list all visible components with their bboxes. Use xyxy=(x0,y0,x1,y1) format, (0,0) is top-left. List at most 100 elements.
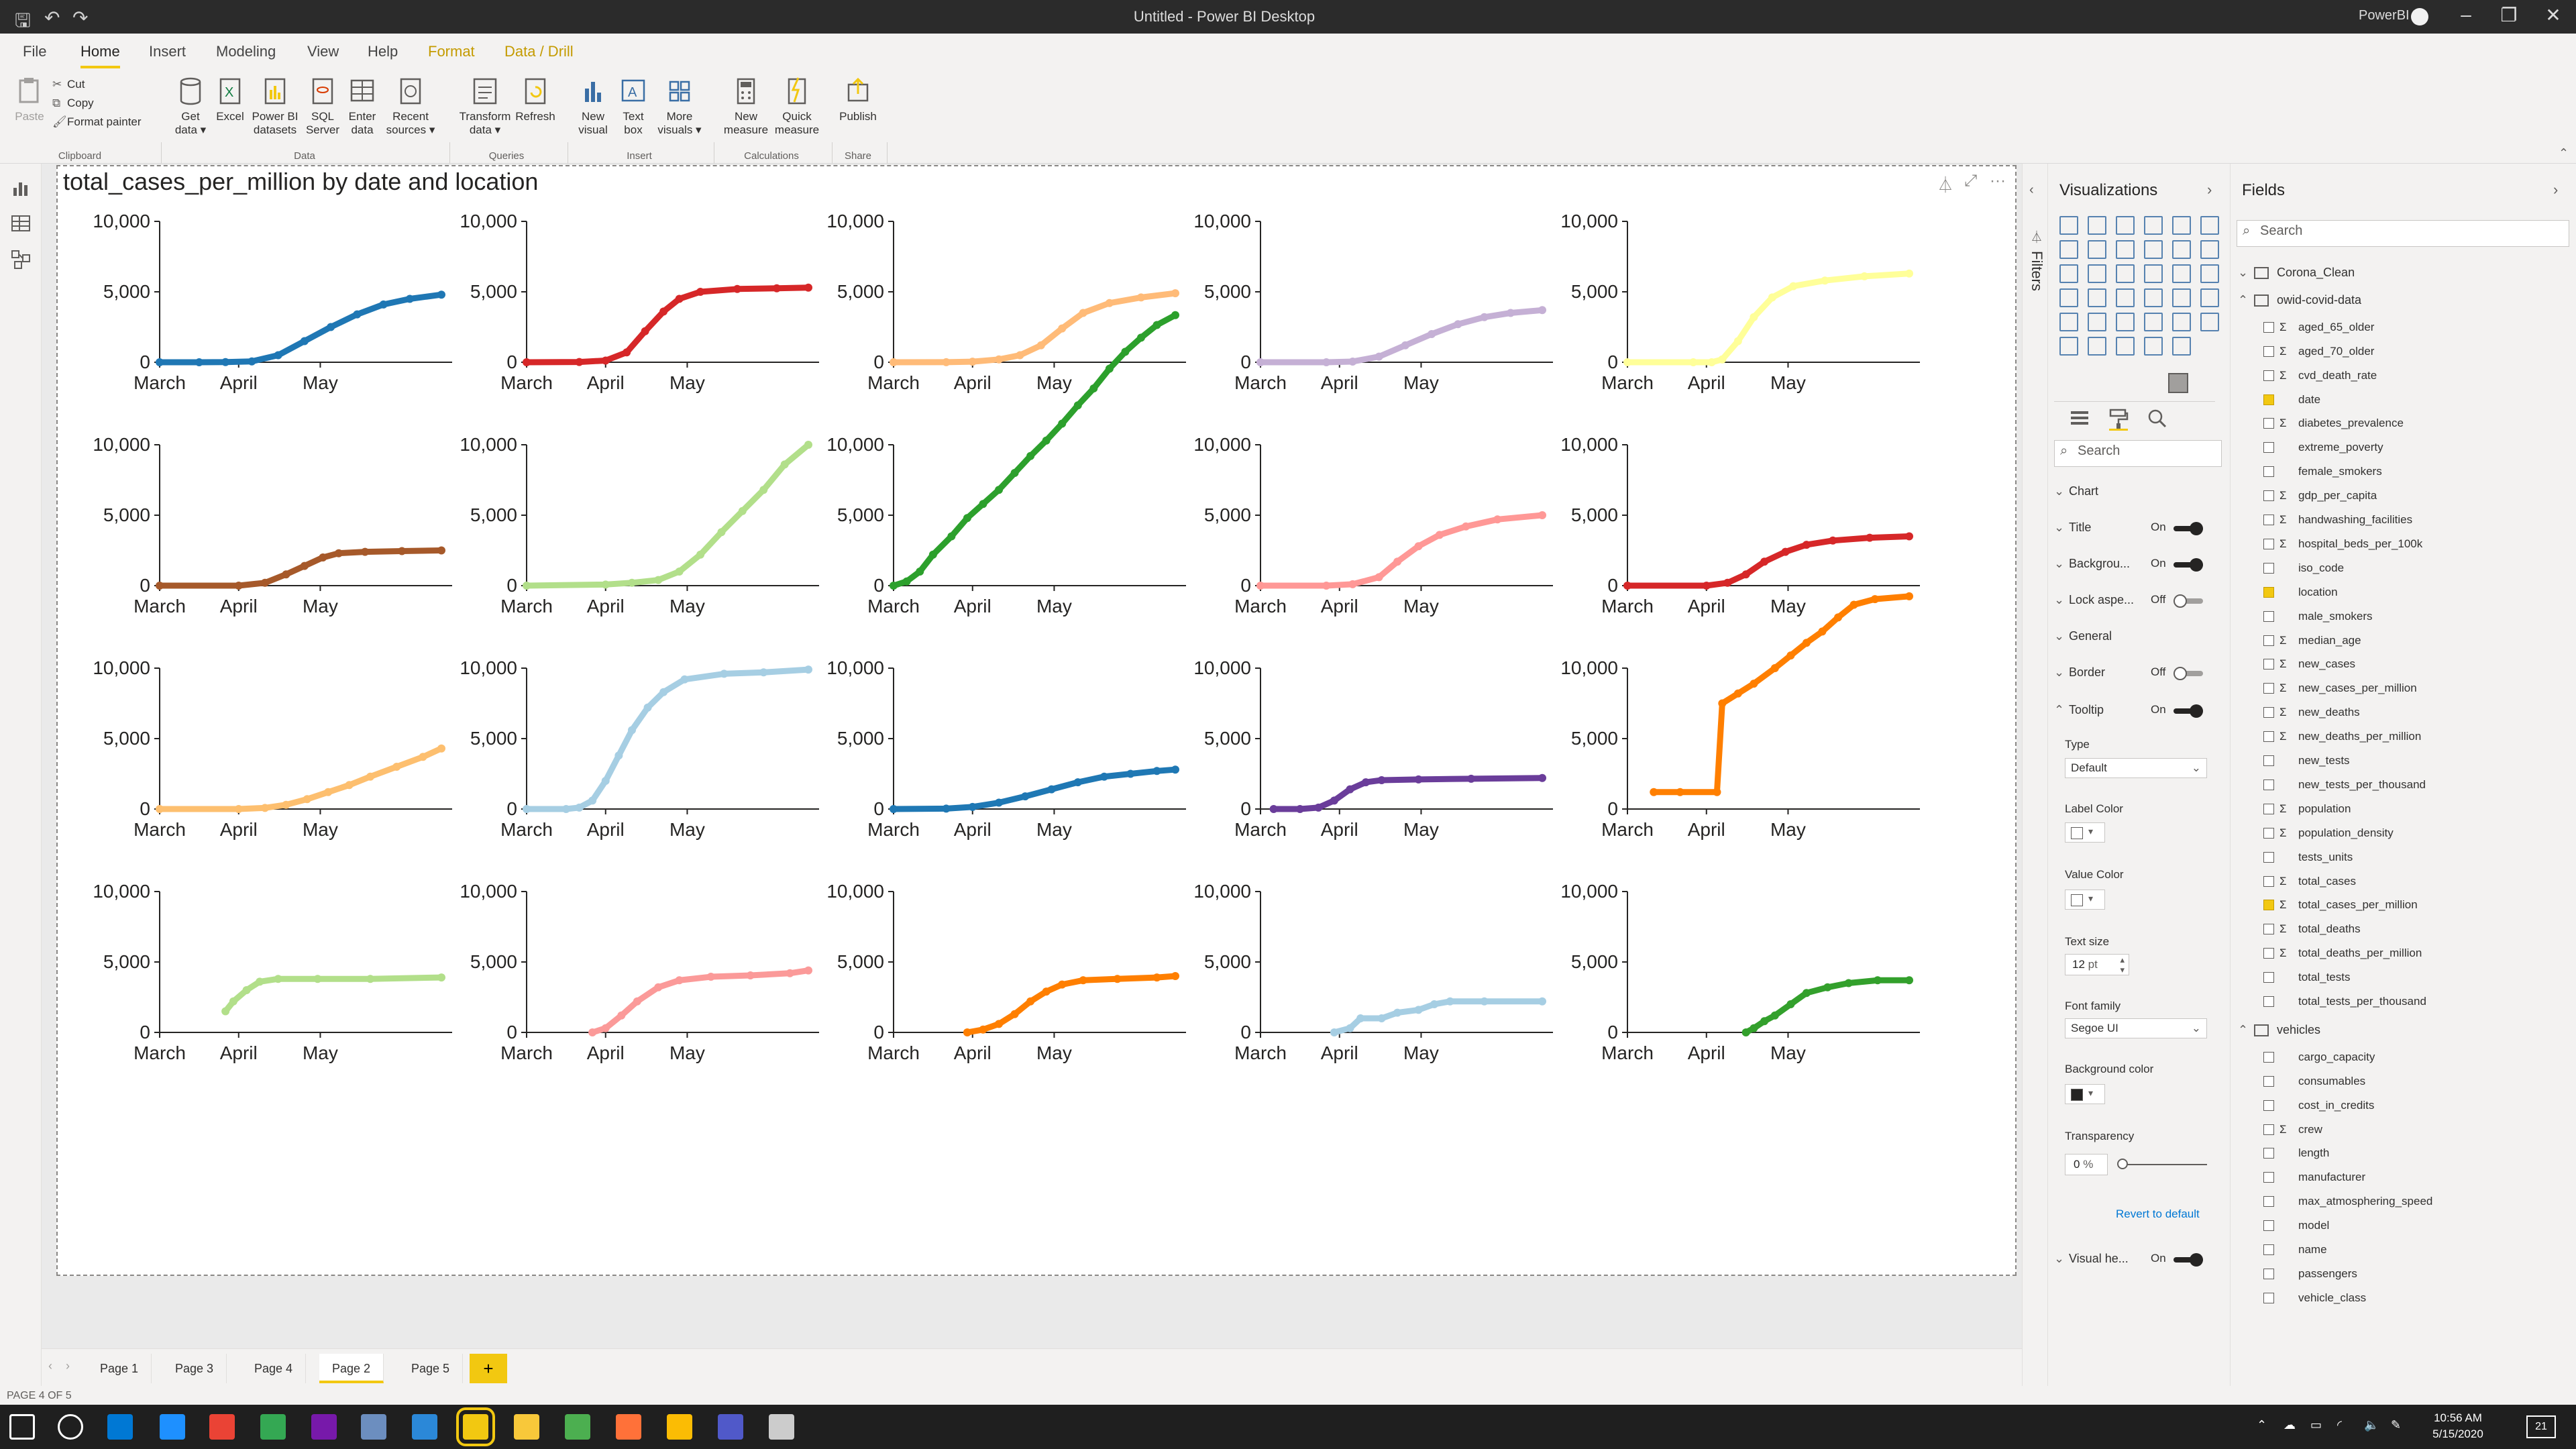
app-icon[interactable] xyxy=(565,1414,590,1440)
section-visual-header[interactable]: ⌄ Visual he... xyxy=(2054,1252,2208,1266)
section-chart[interactable]: ⌄ Chart xyxy=(2054,484,2208,498)
field-checkbox[interactable] xyxy=(2263,827,2274,839)
page-tab-4[interactable]: Page 4 xyxy=(241,1354,306,1383)
model-view-icon[interactable] xyxy=(9,248,32,271)
multi-row-card-visual-icon[interactable] xyxy=(2172,288,2191,307)
section-lock-aspect[interactable]: ⌄ Lock aspe... xyxy=(2054,593,2208,607)
windows-start-icon[interactable] xyxy=(9,1414,35,1440)
tray-chevron-icon[interactable]: ⌃ xyxy=(2257,1418,2267,1432)
background-color-picker[interactable]: ▾ xyxy=(2065,1084,2105,1104)
firefox-icon[interactable] xyxy=(616,1414,641,1440)
collapse-viz-icon[interactable]: › xyxy=(2207,181,2212,198)
new-visual-button[interactable]: New visual xyxy=(574,75,612,137)
clustered-bar-visual-icon[interactable] xyxy=(2116,216,2135,235)
chrome-icon[interactable] xyxy=(667,1414,692,1440)
refresh-button[interactable]: Refresh xyxy=(514,75,557,123)
field-checkbox[interactable] xyxy=(2263,466,2274,478)
paginated-visual-icon[interactable] xyxy=(2144,337,2163,356)
field-checkbox[interactable] xyxy=(2263,707,2274,718)
map-visual-icon[interactable] xyxy=(2059,288,2078,307)
chevron-up-icon[interactable]: ⌃ xyxy=(2238,292,2249,307)
tooltip-type-dropdown[interactable]: Default ⌄ xyxy=(2065,758,2207,778)
field-checkbox[interactable] xyxy=(2263,1099,2274,1111)
field-checkbox[interactable] xyxy=(2263,1148,2274,1159)
field-checkbox[interactable] xyxy=(2263,851,2274,863)
filters-pane[interactable]: ‹ ⏃ Filters xyxy=(2022,164,2047,1386)
transparency-input[interactable]: 0 % xyxy=(2065,1154,2108,1175)
field-checkbox[interactable] xyxy=(2263,442,2274,453)
text-box-button[interactable]: A Text box xyxy=(613,75,653,137)
field-checkbox[interactable] xyxy=(2263,659,2274,670)
get-data-button[interactable]: Get data ▾ xyxy=(170,75,211,137)
field-checkbox[interactable] xyxy=(2263,779,2274,790)
powerbi-icon[interactable] xyxy=(456,1407,495,1446)
paste-button[interactable]: Paste xyxy=(11,75,48,123)
restore-button[interactable]: ❐ xyxy=(2500,5,2518,25)
chrome-icon[interactable] xyxy=(209,1414,235,1440)
field-checkbox[interactable] xyxy=(2263,490,2274,502)
field-checkbox[interactable] xyxy=(2263,1244,2274,1255)
pbi-datasets-button[interactable]: Power BI datasets xyxy=(248,75,302,137)
label-color-picker[interactable]: ▾ xyxy=(2065,822,2105,843)
stacked-area-visual-icon[interactable] xyxy=(2116,240,2135,259)
quick-measure-button[interactable]: Quick measure xyxy=(771,75,822,137)
page-tab-1[interactable]: Page 1 xyxy=(87,1354,152,1383)
app-icon[interactable] xyxy=(412,1414,437,1440)
recent-sources-button[interactable]: Recent sources ▾ xyxy=(384,75,437,137)
tab-home[interactable]: Home xyxy=(80,43,120,68)
field-checkbox[interactable] xyxy=(2263,538,2274,549)
field-checkbox[interactable] xyxy=(2263,948,2274,959)
chevron-up-icon[interactable]: ⌃ xyxy=(2238,1022,2249,1036)
python-visual-visual-icon[interactable] xyxy=(2172,313,2191,331)
cut-button[interactable]: ✂ Cut xyxy=(52,78,85,91)
100-bar-visual-icon[interactable] xyxy=(2172,216,2191,235)
new-measure-button[interactable]: New measure xyxy=(720,75,771,137)
page-next-icon[interactable]: › xyxy=(66,1359,70,1373)
field-checkbox[interactable] xyxy=(2263,731,2274,743)
pen-icon[interactable]: ✎ xyxy=(2391,1418,2402,1432)
tab-file[interactable]: File xyxy=(23,43,47,60)
section-border[interactable]: ⌄ Border xyxy=(2054,665,2208,680)
tab-insert[interactable]: Insert xyxy=(149,43,186,60)
field-checkbox[interactable] xyxy=(2263,924,2274,935)
waterfall-visual-icon[interactable] xyxy=(2059,264,2078,283)
more-visuals-button[interactable]: More visuals ▾ xyxy=(655,75,704,137)
field-checkbox[interactable] xyxy=(2263,1292,2274,1303)
matrix-visual-icon[interactable] xyxy=(2116,313,2135,331)
table-visual-icon[interactable] xyxy=(2088,313,2106,331)
stacked-bar-visual-icon[interactable] xyxy=(2059,216,2078,235)
tab-modeling[interactable]: Modeling xyxy=(216,43,276,60)
clustered-column-visual-icon[interactable] xyxy=(2144,216,2163,235)
field-table[interactable]: ⌄ Corona_Clean xyxy=(2238,266,2355,280)
enter-data-button[interactable]: Enter data xyxy=(343,75,381,137)
field-checkbox[interactable] xyxy=(2263,1051,2274,1063)
decomposition-tree-visual-icon[interactable] xyxy=(2059,337,2078,356)
focus-mode-icon[interactable]: ⤢ xyxy=(1964,172,1978,190)
save-icon[interactable]: 🖫 xyxy=(15,10,31,31)
field-checkbox[interactable] xyxy=(2263,610,2274,622)
slicer-visual-icon[interactable] xyxy=(2059,313,2078,331)
wifi-icon[interactable]: ◜ xyxy=(2337,1418,2342,1432)
format-paint-roller-icon[interactable] xyxy=(2108,408,2129,431)
tab-help[interactable]: Help xyxy=(368,43,398,60)
tooltip-toggle[interactable] xyxy=(2174,704,2203,718)
field-table[interactable]: ⌃ vehicles xyxy=(2238,1023,2320,1037)
close-button[interactable]: ✕ xyxy=(2545,5,2561,25)
onedrive-icon[interactable]: ☁ xyxy=(2284,1418,2296,1432)
area-visual-icon[interactable] xyxy=(2088,240,2106,259)
transparency-slider[interactable] xyxy=(2117,1159,2207,1169)
background-toggle[interactable] xyxy=(2174,558,2203,572)
tab-data-drill[interactable]: Data / Drill xyxy=(504,43,574,60)
100-column-visual-icon[interactable] xyxy=(2200,216,2219,235)
line-visual-icon[interactable] xyxy=(2059,240,2078,259)
page-prev-icon[interactable]: ‹ xyxy=(48,1359,52,1373)
battery-icon[interactable]: ▭ xyxy=(2310,1418,2322,1432)
avatar[interactable] xyxy=(2411,8,2428,25)
tab-format[interactable]: Format xyxy=(428,43,475,60)
teams-icon[interactable] xyxy=(718,1414,743,1440)
ribbon-visual-icon[interactable] xyxy=(2200,240,2219,259)
field-checkbox[interactable] xyxy=(2263,394,2274,405)
field-checkbox[interactable] xyxy=(2263,586,2274,598)
stacked-column-visual-icon[interactable] xyxy=(2088,216,2106,235)
r-visual-visual-icon[interactable] xyxy=(2144,313,2163,331)
